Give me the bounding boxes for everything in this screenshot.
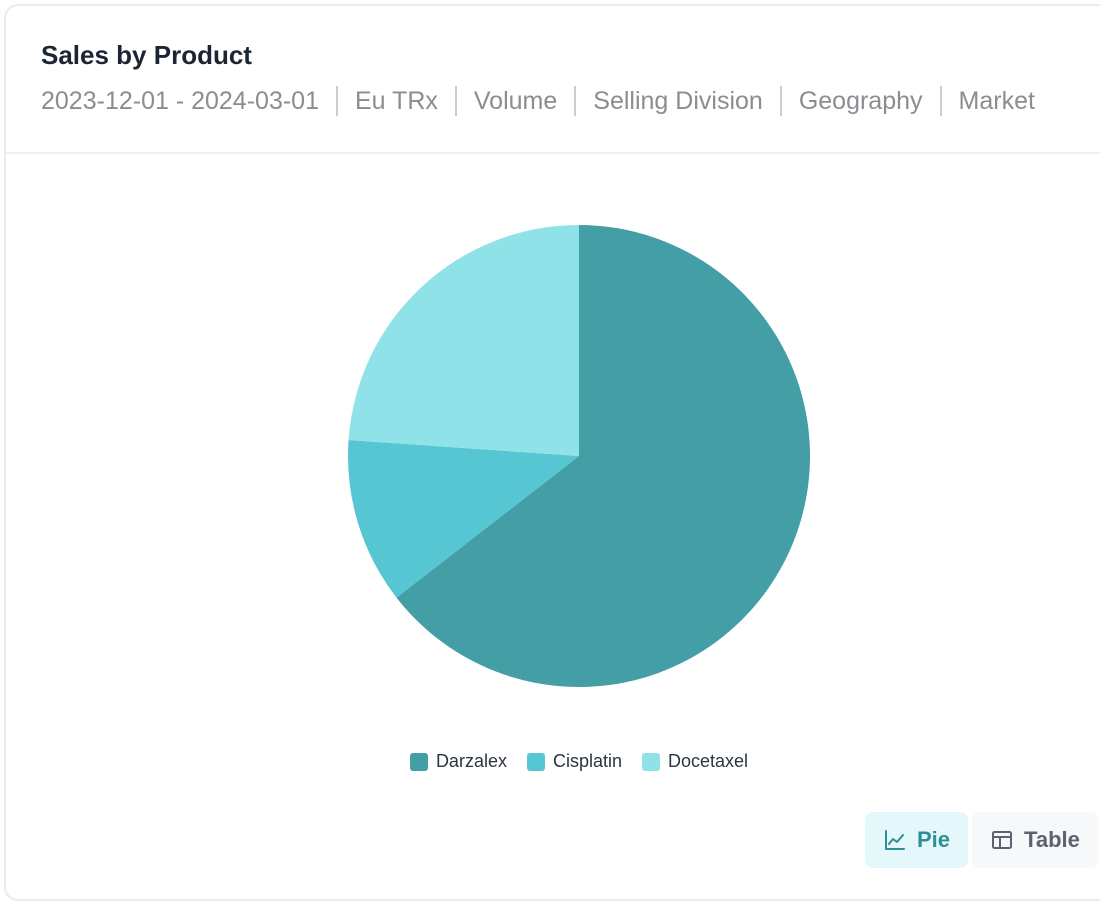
filter-separator: [779, 86, 782, 116]
chart-legend: Darzalex Cisplatin Docetaxel: [6, 751, 1100, 772]
legend-label: Cisplatin: [552, 751, 622, 771]
pie-slice-cisplatin[interactable]: [348, 440, 579, 598]
legend-label: Darzalex: [435, 751, 507, 771]
pie-view-label: Pie: [917, 827, 951, 852]
legend-item-docetaxel[interactable]: Docetaxel: [642, 751, 748, 772]
filter-geography: Geography: [798, 86, 923, 115]
chart-area: [6, 154, 1100, 754]
filter-separator: [335, 86, 338, 116]
filter-separator: [574, 86, 577, 116]
pie-slice-docetaxel[interactable]: [348, 225, 579, 456]
pie-chart: [348, 225, 810, 687]
filter-selling-division: Selling Division: [593, 86, 763, 115]
pie-view-button[interactable]: Pie: [865, 812, 969, 868]
view-toggle: Pie Table: [865, 812, 1098, 868]
legend-swatch: [642, 752, 660, 771]
legend-label: Docetaxel: [668, 751, 749, 771]
legend-item-cisplatin[interactable]: Cisplatin: [526, 751, 622, 772]
table-icon: [990, 828, 1014, 852]
line-chart-icon: [883, 828, 907, 852]
filter-market: Market: [958, 86, 1035, 115]
filter-metric: Eu TRx: [354, 86, 438, 115]
table-view-label: Table: [1024, 827, 1080, 852]
legend-swatch: [409, 752, 428, 771]
legend-swatch: [526, 752, 545, 771]
filter-separator: [454, 86, 457, 116]
card-header: Sales by Product 2023-12-01 - 2024-03-01…: [6, 6, 1100, 154]
card-title: Sales by Product: [41, 40, 252, 70]
sales-by-product-card: Sales by Product 2023-12-01 - 2024-03-01…: [4, 4, 1100, 901]
filter-separator: [939, 86, 942, 116]
legend-item-darzalex[interactable]: Darzalex: [409, 751, 507, 772]
filter-measure: Volume: [473, 86, 558, 115]
pie-slice-darzalex[interactable]: [396, 225, 810, 687]
filter-date-range: 2023-12-01 - 2024-03-01: [41, 86, 319, 115]
filter-summary: 2023-12-01 - 2024-03-01 Eu TRx Volume Se…: [41, 86, 1035, 116]
table-view-button[interactable]: Table: [972, 812, 1098, 868]
